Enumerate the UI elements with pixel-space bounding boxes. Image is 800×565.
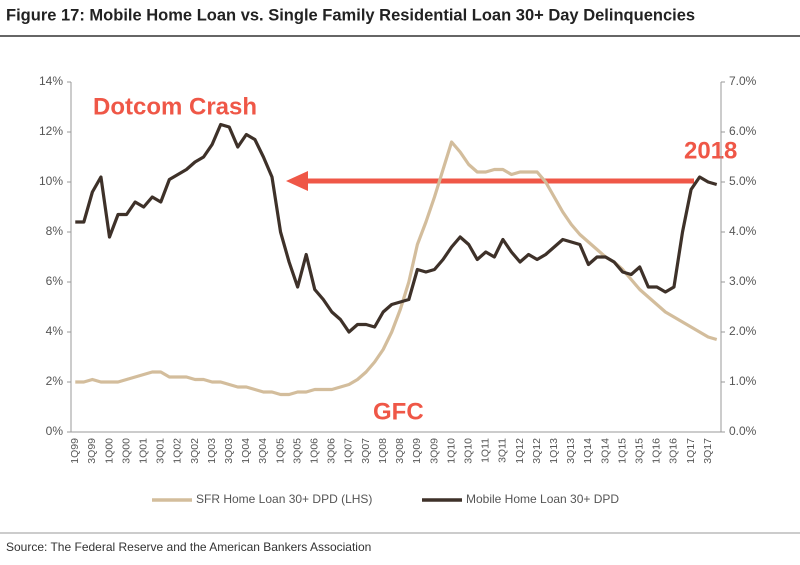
annotation: GFC — [373, 398, 424, 425]
x-tick-label: 3Q06 — [326, 438, 338, 464]
x-tick-label: 3Q03 — [223, 438, 235, 464]
y-tick-label: 2% — [46, 374, 64, 388]
x-tick-label: 1Q04 — [240, 438, 252, 464]
x-tick-label: 3Q00 — [120, 438, 132, 464]
y2-tick-label: 0.0% — [729, 424, 757, 438]
x-tick-label: 1Q17 — [685, 438, 697, 464]
x-tick-label: 3Q17 — [702, 438, 714, 464]
x-tick-label: 3Q01 — [155, 438, 167, 464]
y-tick-label: 6% — [46, 274, 64, 288]
source: Source: The Federal Reserve and the Amer… — [6, 540, 371, 554]
y2-tick-label: 2.0% — [729, 324, 757, 338]
arrow-head — [286, 171, 308, 191]
x-tick-label: 3Q10 — [462, 438, 474, 464]
x-tick-label: 3Q16 — [668, 438, 680, 464]
x-tick-label: 1Q06 — [309, 438, 321, 464]
x-tick-label: 1Q03 — [206, 438, 218, 464]
x-tick-label: 1Q99 — [69, 438, 81, 464]
x-tick-label: 1Q16 — [651, 438, 663, 464]
x-tick-label: 1Q01 — [137, 438, 149, 464]
y2-tick-label: 7.0% — [729, 74, 757, 88]
y2-tick-label: 4.0% — [729, 224, 757, 238]
x-tick-label: 3Q05 — [291, 438, 303, 464]
y2-tick-label: 1.0% — [729, 374, 757, 388]
x-tick-label: 3Q04 — [257, 438, 269, 464]
x-tick-label: 1Q12 — [514, 438, 526, 464]
y-tick-label: 10% — [39, 174, 63, 188]
x-tick-label: 1Q00 — [103, 438, 115, 464]
x-tick-label: 3Q12 — [531, 438, 543, 464]
y-tick-label: 0% — [46, 424, 64, 438]
x-tick-label: 1Q11 — [480, 438, 492, 463]
series-line — [75, 122, 718, 334]
x-tick-label: 3Q15 — [634, 438, 646, 464]
x-tick-label: 3Q09 — [428, 438, 440, 464]
x-tick-label: 1Q07 — [343, 438, 355, 464]
x-tick-label: 1Q10 — [445, 438, 457, 464]
y2-tick-label: 5.0% — [729, 174, 757, 188]
chart-title: Figure 17: Mobile Home Loan vs. Single F… — [6, 6, 695, 24]
x-tick-label: 1Q13 — [548, 438, 560, 464]
annotation: Dotcom Crash — [93, 93, 257, 120]
x-tick-label: 1Q15 — [616, 438, 628, 464]
x-tick-label: 3Q07 — [360, 438, 372, 464]
x-tick-label: 1Q02 — [172, 438, 184, 464]
annotation: 2018 — [684, 137, 737, 164]
legend-label: SFR Home Loan 30+ DPD (LHS) — [196, 492, 372, 506]
y-tick-label: 12% — [39, 124, 63, 138]
x-tick-label: 3Q13 — [565, 438, 577, 464]
y-tick-label: 14% — [39, 74, 63, 88]
y-tick-label: 4% — [46, 324, 64, 338]
x-tick-label: 3Q11 — [497, 438, 509, 463]
legend-label: Mobile Home Loan 30+ DPD — [466, 492, 619, 506]
x-tick-label: 1Q08 — [377, 438, 389, 464]
y-tick-label: 8% — [46, 224, 64, 238]
x-tick-label: 3Q02 — [189, 438, 201, 464]
y2-tick-label: 3.0% — [729, 274, 757, 288]
x-tick-label: 3Q99 — [86, 438, 98, 464]
x-tick-label: 1Q09 — [411, 438, 423, 464]
x-tick-label: 3Q08 — [394, 438, 406, 464]
x-tick-label: 1Q05 — [274, 438, 286, 464]
y2-tick-label: 6.0% — [729, 124, 757, 138]
x-tick-label: 1Q14 — [582, 438, 594, 464]
x-tick-label: 3Q14 — [599, 438, 611, 464]
